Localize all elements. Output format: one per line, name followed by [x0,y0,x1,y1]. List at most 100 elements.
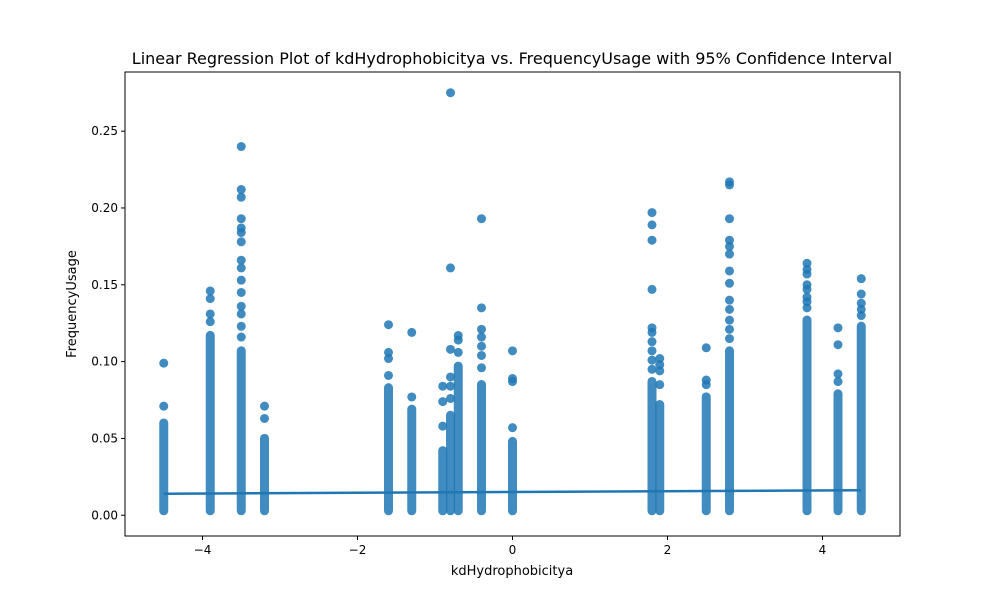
data-point [508,374,517,384]
chart-title: Linear Regression Plot of kdHydrophobici… [132,49,892,68]
dense-point-cluster [725,346,734,516]
data-point [446,381,455,391]
dense-point-cluster [205,330,215,516]
data-point [477,214,486,224]
data-point [725,324,734,334]
data-point [647,220,657,230]
data-point [802,258,812,268]
data-point [477,363,486,373]
data-point [260,401,269,411]
data-point [236,185,246,195]
data-point [725,304,734,314]
data-point [647,346,657,356]
x-axis-label: kdHydrophobicitya [451,564,573,579]
dense-point-cluster [453,361,463,516]
dense-point-cluster [384,383,393,516]
y-axis-label: FrequencyUsage [65,250,80,358]
dense-point-cluster [260,433,269,516]
data-point [438,421,448,431]
data-point [701,375,711,385]
data-point [508,346,517,356]
data-point [236,275,246,285]
x-tick-label: 2 [664,543,672,557]
x-tick-label: 4 [819,543,827,557]
dense-point-cluster [446,410,455,516]
data-point [856,289,866,299]
data-point [647,235,657,245]
data-point [833,369,843,379]
data-point [384,320,393,330]
data-point [453,330,463,340]
y-tick-label: 0.05 [91,431,118,445]
data-point [725,235,734,245]
data-point [647,355,657,365]
data-point [701,343,711,353]
data-point [236,237,246,247]
dense-point-cluster [236,346,246,516]
x-tick-label: −2 [349,543,367,557]
data-point [725,214,734,224]
plot-area [159,88,866,516]
dense-point-cluster [833,389,843,516]
y-tick-label: 0.10 [91,355,118,369]
data-point [833,377,843,387]
data-point [236,223,246,233]
data-point [477,303,486,313]
data-point [725,249,734,259]
data-point [655,380,665,390]
dense-point-cluster [438,446,448,516]
data-point [407,327,417,337]
data-point [446,88,455,98]
y-tick-label: 0.00 [91,508,118,522]
dense-point-cluster [701,392,711,516]
data-point [725,334,734,344]
data-point [236,263,246,273]
data-point [802,280,812,290]
data-point [384,370,393,380]
y-tick-label: 0.15 [91,278,118,292]
data-point [477,341,486,351]
data-point [236,301,246,311]
data-point [802,292,812,302]
data-point [725,315,734,325]
data-point [205,294,215,304]
dense-point-cluster [802,315,812,516]
y-tick-label: 0.25 [91,124,118,138]
data-point [655,354,665,364]
data-point [725,177,734,187]
data-point [205,309,215,319]
data-point [647,284,657,294]
data-point [407,392,417,402]
data-point [205,317,215,327]
data-point [205,286,215,296]
data-point [508,423,517,433]
dense-point-cluster [856,321,866,516]
y-axis: 0.00 0.05 0.10 0.15 0.20 0.25 [91,124,125,522]
data-point [647,208,657,218]
data-point [477,332,486,342]
data-point [260,413,269,423]
data-point [833,340,843,350]
dense-point-cluster [477,380,486,516]
data-point [159,358,169,368]
data-point [159,401,169,411]
x-tick-label: 0 [509,543,517,557]
data-point [236,255,246,265]
dense-point-cluster [647,376,657,516]
y-tick-label: 0.20 [91,201,118,215]
data-point [438,381,448,391]
data-point [236,287,246,297]
data-point [236,309,246,319]
x-axis: −4 −2 0 2 4 [194,536,827,557]
data-point [833,323,843,333]
dense-point-cluster [508,436,517,516]
data-point [446,263,455,273]
data-point [477,324,486,334]
regression-line [163,488,862,495]
data-point [446,344,455,354]
dense-point-cluster [407,404,417,516]
data-point [477,350,486,360]
data-point [725,295,734,305]
data-point [725,278,734,288]
